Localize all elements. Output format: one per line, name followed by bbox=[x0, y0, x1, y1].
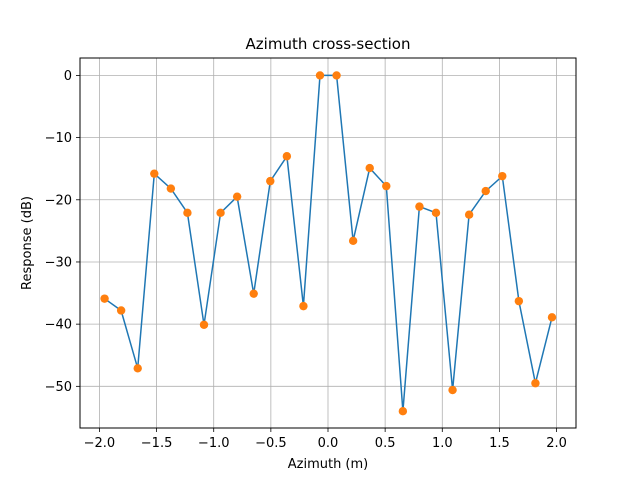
x-axis-label: Azimuth (m) bbox=[288, 457, 369, 472]
x-tick-label: −1.0 bbox=[198, 436, 230, 451]
x-tick-label: 1.0 bbox=[432, 436, 453, 451]
data-point bbox=[464, 210, 474, 219]
data-point bbox=[398, 407, 408, 416]
data-point bbox=[531, 379, 540, 388]
data-point bbox=[299, 301, 308, 311]
data-point bbox=[183, 208, 192, 218]
x-tick-label: 1.5 bbox=[489, 436, 510, 451]
y-tick-label: −20 bbox=[45, 193, 72, 208]
data-point bbox=[166, 184, 176, 193]
ticks: −2.0 −1.5 −1.0 −0.5 0.0 0.5 1.0 1.5 2.0 0 −10 −20 −3… bbox=[45, 69, 567, 451]
series bbox=[100, 71, 557, 416]
data-point bbox=[249, 289, 258, 298]
data-point bbox=[415, 202, 424, 211]
x-tick-label: −1.5 bbox=[141, 436, 173, 451]
series-line bbox=[104, 74, 553, 412]
data-point bbox=[448, 385, 457, 395]
data-point bbox=[199, 320, 209, 329]
data-point bbox=[514, 296, 524, 306]
data-point bbox=[150, 169, 159, 178]
y-tick-label: 0 bbox=[64, 69, 72, 84]
y-axis-label: Response (dB) bbox=[20, 196, 35, 290]
x-tick-label: −0.5 bbox=[255, 436, 287, 451]
x-tick-label: 0.5 bbox=[375, 436, 396, 451]
data-point bbox=[232, 192, 242, 201]
chart-title: Azimuth cross-section bbox=[246, 35, 411, 53]
x-tick-label: 0.0 bbox=[318, 436, 339, 451]
data-point bbox=[133, 364, 142, 373]
data-point bbox=[266, 176, 275, 186]
x-tick-label: 2.0 bbox=[546, 436, 567, 451]
data-point bbox=[315, 71, 325, 80]
data-point bbox=[431, 208, 441, 218]
y-tick-label: −10 bbox=[45, 131, 72, 146]
data-point bbox=[116, 306, 126, 315]
data-point bbox=[332, 71, 341, 80]
data-point bbox=[216, 208, 225, 218]
y-tick-label: −40 bbox=[45, 318, 72, 333]
y-tick-label: −30 bbox=[45, 255, 72, 270]
y-tick-label: −50 bbox=[45, 380, 72, 395]
data-point bbox=[348, 236, 358, 246]
data-point bbox=[498, 171, 507, 181]
data-point bbox=[365, 163, 374, 173]
data-point bbox=[547, 313, 557, 322]
data-point bbox=[100, 294, 109, 303]
data-point bbox=[481, 186, 490, 196]
x-tick-label: −2.0 bbox=[84, 436, 116, 451]
data-point bbox=[282, 152, 292, 161]
data-point bbox=[382, 181, 391, 191]
